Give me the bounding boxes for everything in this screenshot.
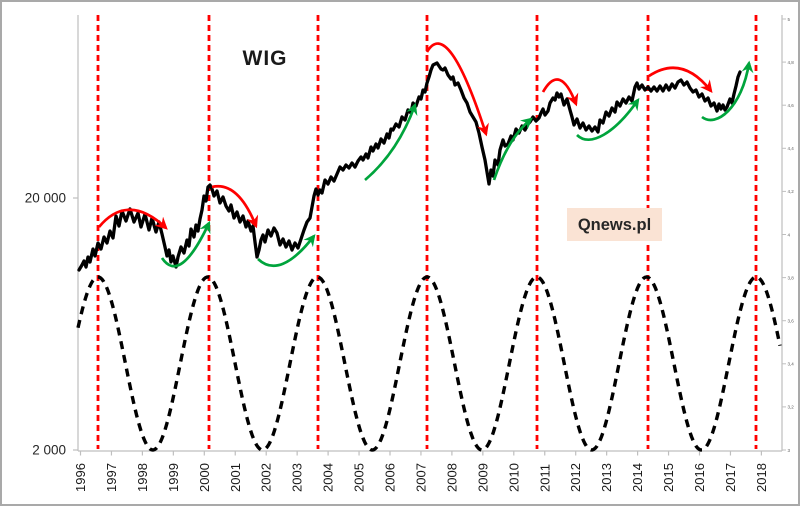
right-tick-label: 3,6 [788,319,795,324]
decline-arrow [97,208,168,230]
advance-arrow [364,102,418,182]
x-tick-label: 1996 [73,463,88,492]
x-tick-label: 2003 [290,463,305,492]
advance-arrow [576,98,640,141]
x-tick-label: 2015 [661,463,676,492]
right-tick-label: 4,8 [788,60,795,65]
x-tick-label: 2005 [352,463,367,492]
right-tick-label: 4,2 [788,189,795,194]
x-tick-label: 2001 [228,463,243,492]
x-tick-label: 2010 [506,463,521,492]
advance-arrow [701,60,754,122]
right-tick-label: 3,2 [788,405,795,410]
y-axis-label-2000: 2 000 [32,443,66,458]
x-tick-label: 2018 [754,463,769,492]
right-tick-label: 4 [788,232,791,237]
chart-title: WIG [243,47,288,70]
x-tick-label: 1998 [135,463,150,492]
x-tick-label: 2014 [630,463,645,492]
x-tick-label: 1997 [104,463,119,492]
decline-arrow [211,184,259,229]
x-tick-label: 2007 [413,463,428,492]
decline-arrow [425,42,489,137]
qnews-background [567,208,662,241]
qnews-watermark: Qnews.pl [567,208,662,241]
x-tick-label: 1999 [166,463,181,492]
x-tick-label: 2002 [259,463,274,492]
right-tick-label: 3 [788,448,791,453]
x-tick-label: 2000 [197,463,212,492]
right-tick-label: 4,6 [788,103,795,108]
x-tick-label: 2012 [568,463,583,492]
decline-arrow [648,66,713,93]
x-tick-label: 2006 [383,463,398,492]
right-tick-label: 3,4 [788,362,795,367]
advance-arrow [492,117,533,181]
qnews-label: Qnews.pl [578,216,651,234]
right-tick-label: 4,4 [788,146,795,151]
right-tick-label: 3,8 [788,275,795,280]
x-tick-label: 2011 [537,464,552,492]
cycle-sine-wave [76,275,782,452]
trend-arrows [97,42,754,268]
right-axis-labels: 5 4,8 4,6 4,4 4,2 4 3,8 3,6 3,4 3,2 3 [782,17,794,453]
right-tick-label: 5 [788,17,791,22]
x-tick-label: 2008 [444,463,459,492]
decline-arrow [541,78,579,107]
y-axis-label-20000: 20 000 [25,191,66,206]
advance-arrow [160,220,211,268]
x-axis-labels: 1996 1997 1998 1999 2000 2001 2002 2003 2004 2005… [73,451,769,492]
axes [73,15,783,452]
x-tick-label: 2004 [321,463,336,492]
x-tick-label: 2009 [475,463,490,492]
x-tick-label: 2016 [692,463,707,492]
x-tick-label: 2013 [599,463,614,492]
x-tick-label: 2017 [723,463,738,492]
advance-arrow [257,234,316,268]
sine-path [76,275,782,452]
